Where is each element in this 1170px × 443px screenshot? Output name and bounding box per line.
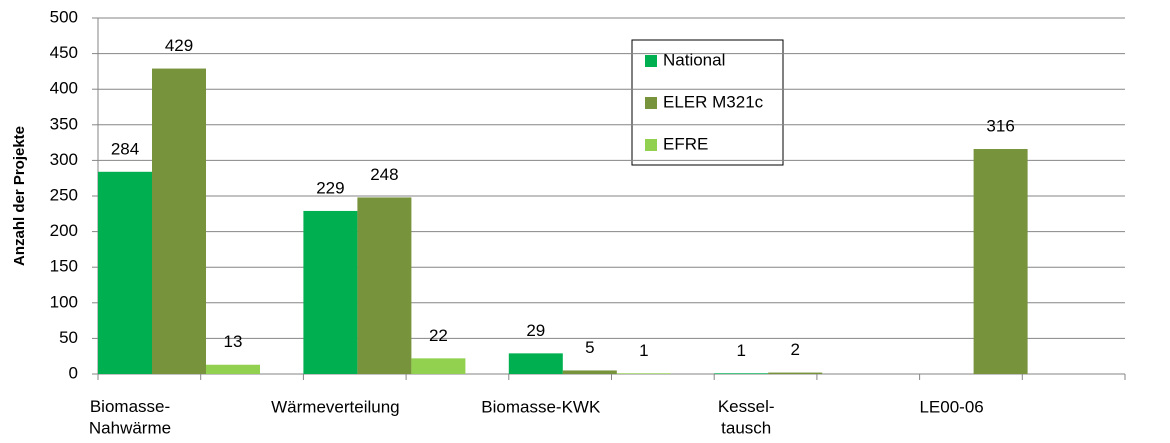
legend-swatch	[645, 139, 657, 151]
y-tick-label: 250	[50, 185, 78, 204]
x-tick-label: Wärmeverteilung	[271, 397, 400, 416]
y-tick-label: 300	[50, 150, 78, 169]
y-tick-label: 50	[59, 328, 78, 347]
bar	[768, 372, 823, 374]
bar	[616, 373, 671, 374]
bar	[411, 358, 466, 374]
data-label: 13	[224, 332, 243, 351]
bar	[98, 171, 152, 374]
y-tick-label: 450	[50, 43, 78, 62]
bar	[562, 370, 617, 374]
y-tick-label: 200	[50, 221, 78, 240]
data-label: 22	[429, 326, 448, 345]
data-label: 284	[111, 139, 139, 158]
data-label: 1	[736, 341, 745, 360]
bar	[508, 353, 563, 374]
y-axis-label: Anzahl der Projekte	[11, 126, 28, 266]
x-tick-label: Biomasse-KWK	[481, 397, 601, 416]
y-tick-label: 350	[50, 114, 78, 133]
y-tick-label: 100	[50, 292, 78, 311]
y-tick-label: 0	[69, 363, 78, 382]
bar	[303, 210, 358, 374]
y-tick-label: 400	[50, 79, 78, 98]
bar	[973, 149, 1028, 374]
data-label: 5	[585, 338, 594, 357]
legend-label: ELER M321c	[663, 92, 764, 111]
legend-swatch	[645, 97, 657, 109]
legend-label: National	[663, 50, 725, 69]
data-label: 316	[986, 116, 1014, 135]
x-tick-label: LE00-06	[919, 397, 983, 416]
data-label: 229	[316, 178, 344, 197]
x-tick-label: Biomasse-Nahwärme	[89, 397, 171, 437]
data-label: 429	[165, 36, 193, 55]
data-label: 1	[639, 341, 648, 360]
bar	[714, 373, 769, 374]
bar	[206, 364, 260, 374]
data-label: 29	[526, 321, 545, 340]
data-label: 248	[370, 165, 398, 184]
data-label: 2	[790, 340, 799, 359]
bar	[152, 68, 206, 374]
legend-swatch	[645, 55, 657, 67]
x-tick-label: Kessel-tausch	[718, 397, 775, 437]
legend-label: EFRE	[663, 134, 708, 153]
y-tick-label: 150	[50, 257, 78, 276]
legend-box	[631, 39, 784, 166]
y-tick-label: 500	[50, 7, 78, 26]
bar	[357, 197, 412, 374]
